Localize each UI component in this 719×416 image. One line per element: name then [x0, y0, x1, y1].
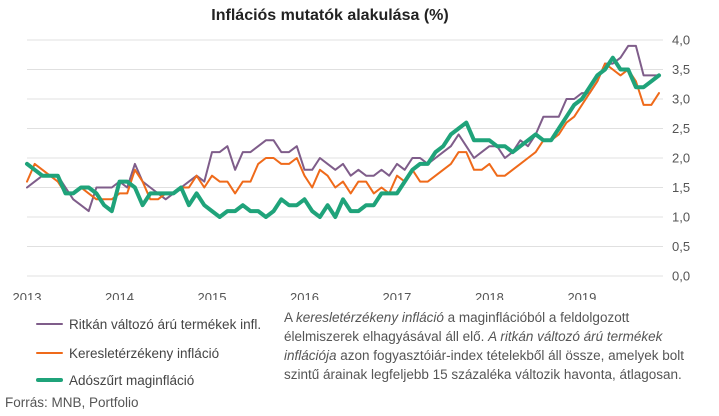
x-tick-label: 2019: [567, 290, 596, 300]
y-tick-label: 2,5: [672, 121, 690, 136]
footnote: A keresletérzékeny infláció a maginfláci…: [284, 308, 704, 384]
footnote-text-2: a maginflációból a feldolgozott élelmisz…: [284, 310, 630, 344]
legend-label-ritkan: Ritkán változó árú termékek infl.: [69, 316, 262, 332]
y-tick-label: 4,0: [672, 33, 690, 48]
line-chart: 4,0 3,5 3,0 2,5 2,0 1,5 1,0 0,5 0,0 2013 2014 2015…: [13, 33, 691, 301]
x-tick-label: 2014: [105, 290, 134, 300]
y-tick-label: 0,5: [672, 239, 690, 254]
footnote-text-1: A: [284, 310, 297, 325]
x-tick-label: 2013: [13, 290, 42, 300]
series-lines: [25, 44, 661, 219]
y-tick-label: 1,0: [672, 210, 690, 225]
series-line-2: [25, 55, 661, 219]
y-tick-label: 3,0: [672, 92, 690, 107]
legend-item-kereslet: Keresletérzékeny infláció: [36, 342, 219, 364]
y-tick-label: 0,0: [672, 269, 690, 284]
source-note: Forrás: MNB, Portfolio: [5, 395, 139, 410]
x-tick-label: 2017: [382, 290, 411, 300]
gridlines: [27, 39, 663, 277]
y-axis-ticks: 4,0 3,5 3,0 2,5 2,0 1,5 1,0 0,5 0,0: [672, 33, 690, 284]
y-tick-label: 1,5: [672, 180, 690, 195]
y-tick-label: 2,0: [672, 151, 690, 166]
legend-label-kereslet: Keresletérzékeny infláció: [69, 345, 220, 361]
footnote-italic-2: A ritkán változó árú termékek inflációja: [284, 329, 663, 363]
legend-swatch-ritkan: [36, 323, 63, 325]
legend-item-adoszurt: Adószűrt maginfláció: [36, 369, 194, 391]
legend-swatch-kereslet: [36, 352, 63, 354]
legend-swatch-adoszurt: [36, 378, 63, 382]
x-axis-ticks: 2013 2014 2015 2016 2017 2018 2019: [13, 290, 597, 300]
x-tick-label: 2018: [475, 290, 504, 300]
footnote-text-3: azon fogyasztóiár-index tételekből áll ö…: [284, 348, 684, 382]
chart-title: Inflációs mutatók alakulása (%): [211, 7, 449, 24]
x-tick-label: 2016: [290, 290, 319, 300]
legend-item-ritkan: Ritkán változó árú termékek infl.: [36, 313, 261, 335]
x-tick-label: 2015: [198, 290, 227, 300]
legend-label-adoszurt: Adószűrt maginfláció: [69, 372, 195, 388]
footnote-italic-1: keresletérzékeny infláció: [296, 310, 444, 325]
series-line-0: [26, 44, 660, 213]
y-tick-label: 3,5: [672, 62, 690, 77]
series-line-1: [26, 62, 660, 201]
